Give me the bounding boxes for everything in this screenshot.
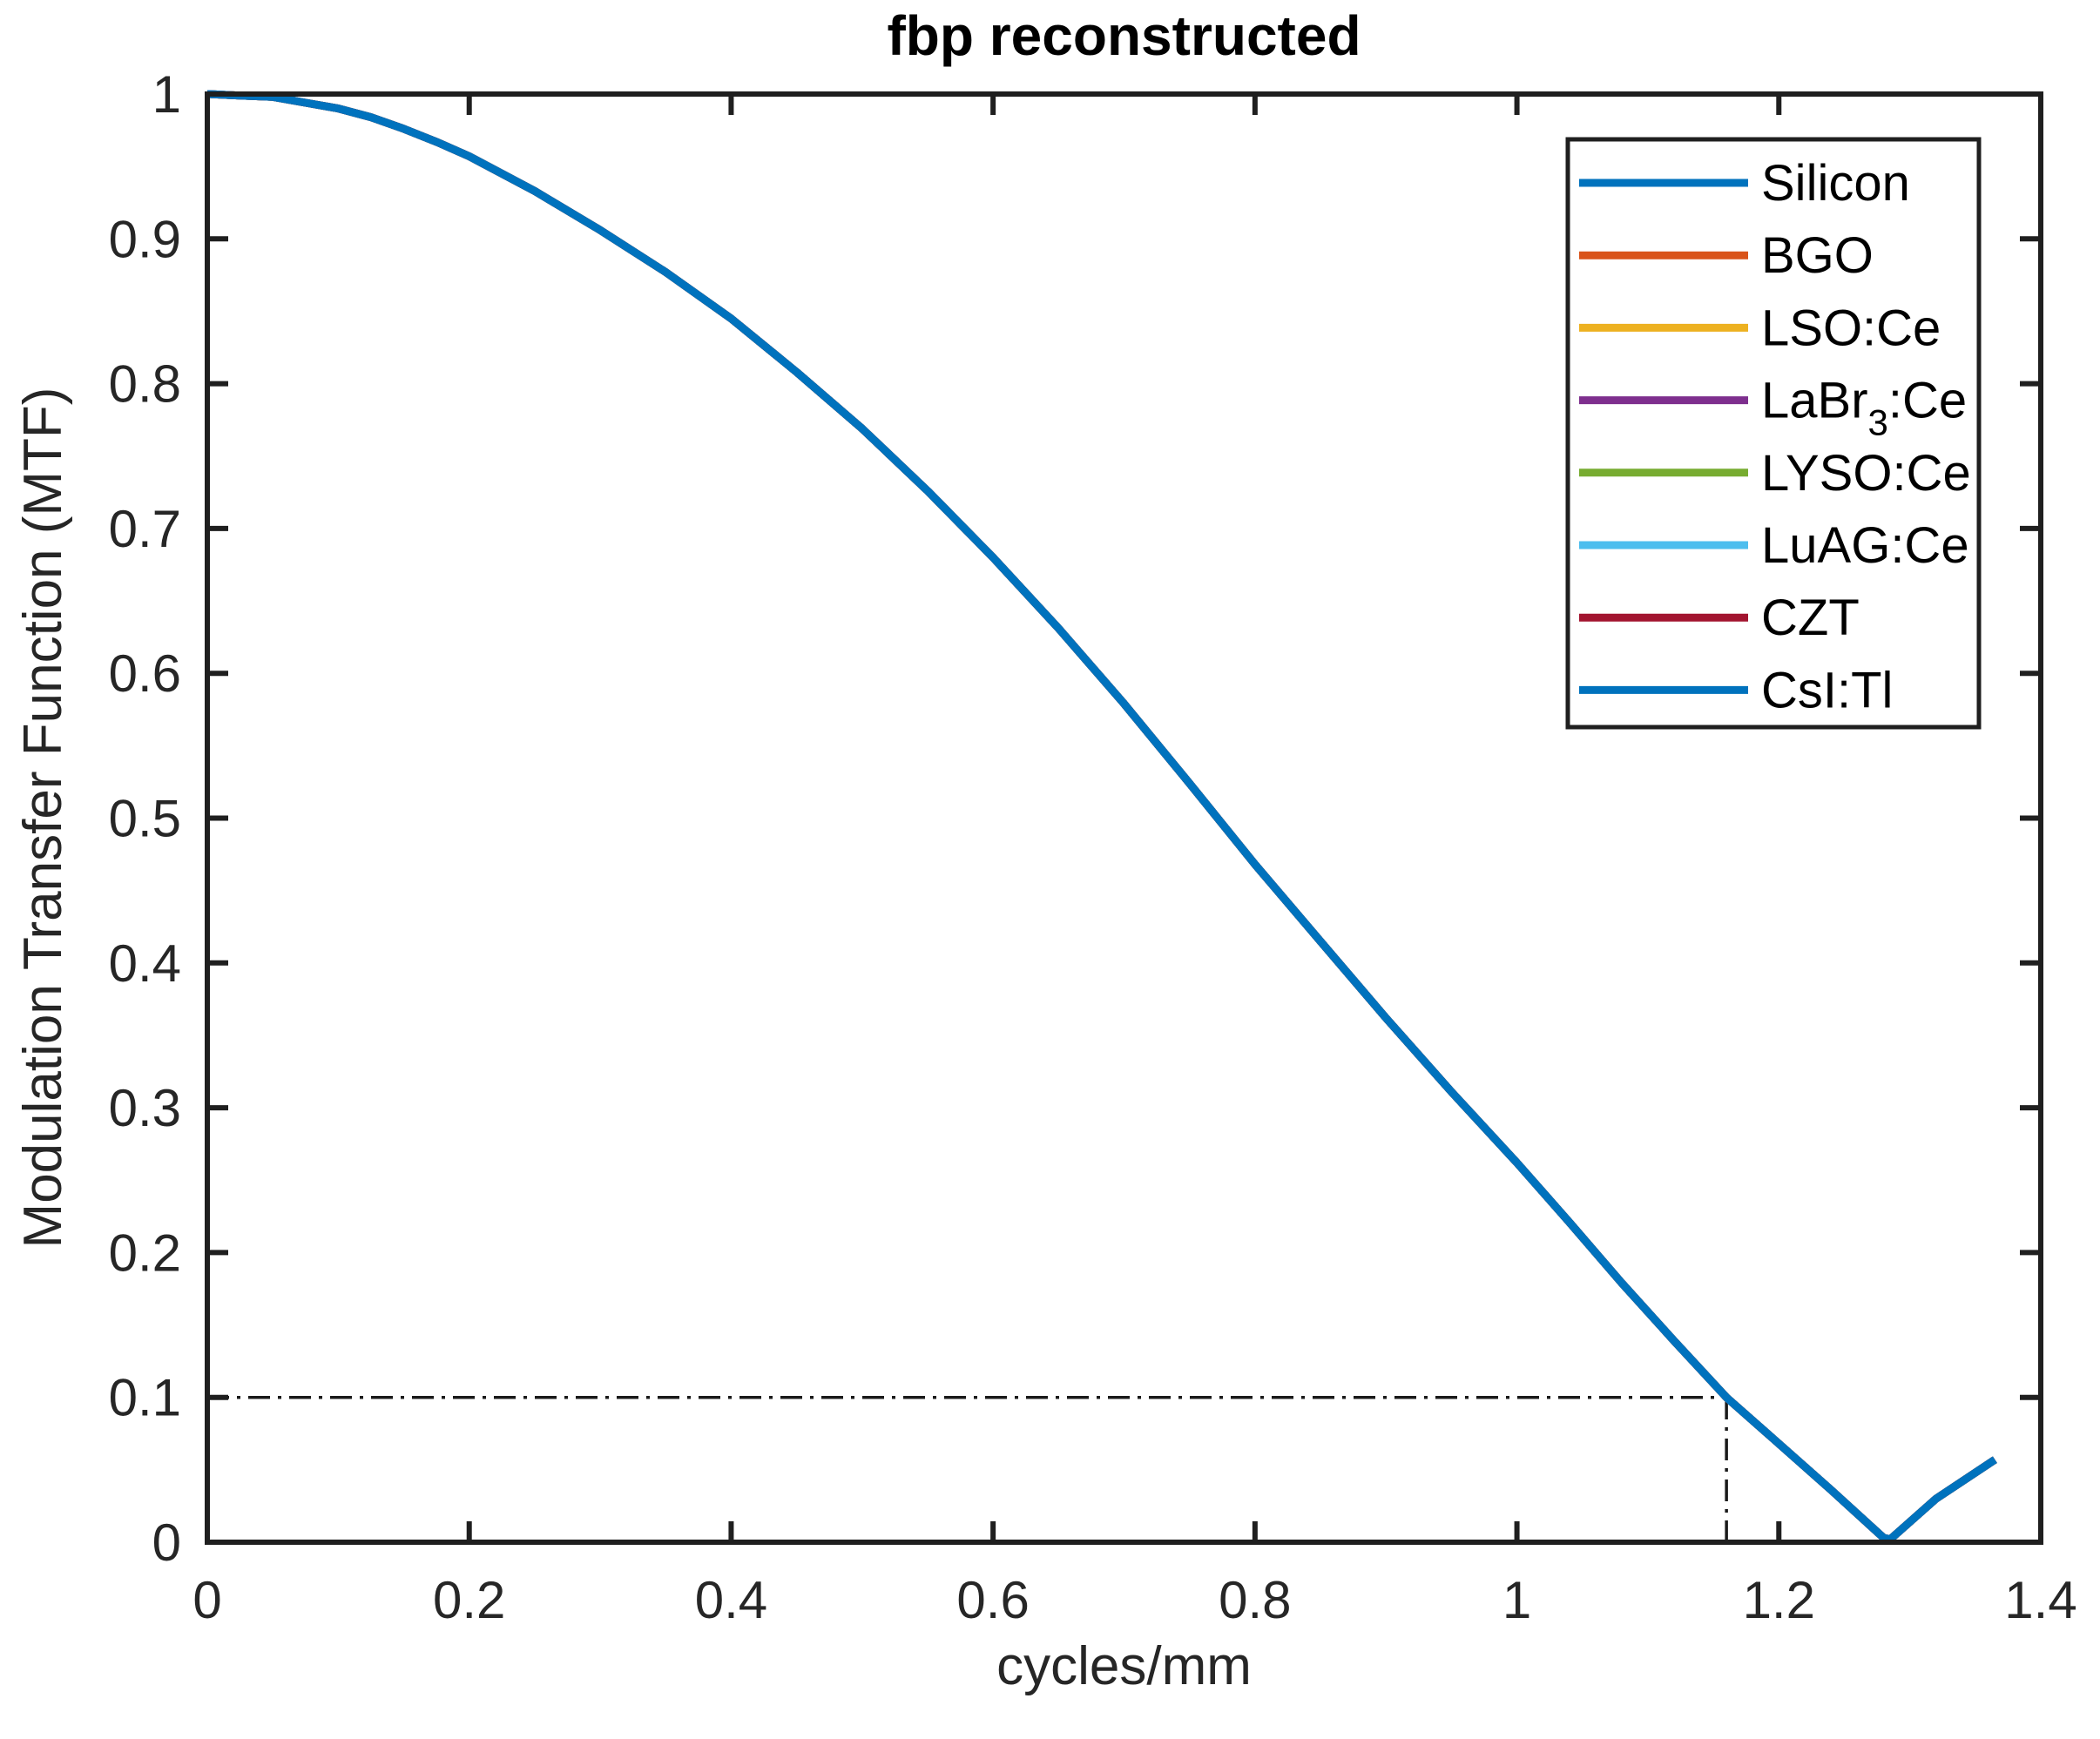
y-tick-label: 0.5 xyxy=(109,790,181,848)
y-tick-label: 0.4 xyxy=(109,934,181,993)
legend-box xyxy=(1565,137,1982,730)
legend-label-luag-ce: LuAG:Ce xyxy=(1761,517,1969,574)
legend-label-csi-tl: CsI:Tl xyxy=(1761,662,1893,718)
x-axis-label: cycles/mm xyxy=(996,1636,1252,1696)
legend-label-lso-ce: LSO:Ce xyxy=(1761,300,1941,356)
legend-label-bgo: BGO xyxy=(1761,227,1874,284)
x-tick-label: 0 xyxy=(192,1571,221,1629)
y-tick-label: 1 xyxy=(152,65,181,124)
legend-label-lyso-ce: LYSO:Ce xyxy=(1761,445,1971,502)
y-tick-label: 0.9 xyxy=(109,210,181,268)
x-tick-label: 0.4 xyxy=(695,1571,767,1629)
x-tick-label: 0.2 xyxy=(433,1571,505,1629)
x-tick-label: 1 xyxy=(1502,1571,1531,1629)
x-tick-label: 0.6 xyxy=(956,1571,1029,1629)
legend-label-labr3-ce: LaBr3:Ce xyxy=(1761,373,1967,443)
y-tick-label: 0.3 xyxy=(109,1079,181,1137)
y-tick-label: 0 xyxy=(152,1513,181,1572)
chart-title: fbp reconstructed xyxy=(887,4,1361,67)
x-tick-label: 1.2 xyxy=(1743,1571,1815,1629)
y-tick-label: 0.2 xyxy=(109,1223,181,1282)
y-tick-label: 0.8 xyxy=(109,355,181,414)
series-curve-csi-tl xyxy=(206,90,1997,1544)
x-tick-label: 0.8 xyxy=(1219,1571,1291,1629)
y-tick-label: 0.6 xyxy=(109,644,181,703)
legend-label-silicon: Silicon xyxy=(1761,155,1910,212)
x-tick-label: 1.4 xyxy=(2004,1571,2076,1629)
y-tick-label: 0.1 xyxy=(109,1369,181,1427)
y-axis-label: Modulation Transfer Function (MTF) xyxy=(12,387,73,1249)
legend-label-czt: CZT xyxy=(1761,590,1860,646)
y-tick-label: 0.7 xyxy=(109,500,181,558)
